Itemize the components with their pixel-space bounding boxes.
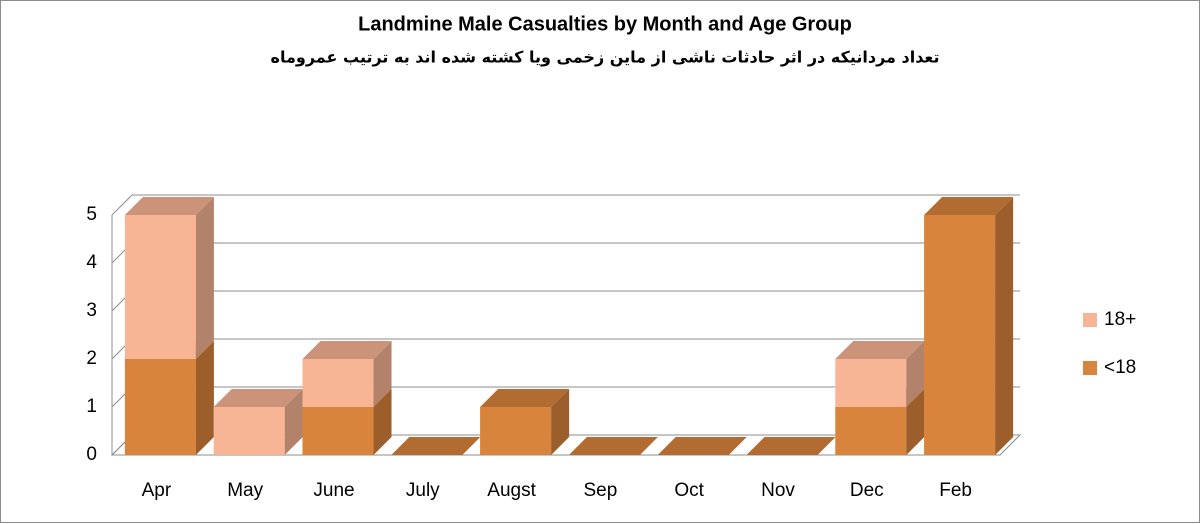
bar-side bbox=[195, 197, 214, 359]
chart-title: Landmine Male Casualties by Month and Ag… bbox=[358, 13, 852, 35]
bar bbox=[924, 215, 996, 455]
legend-label: <18 bbox=[1104, 357, 1136, 378]
x-tick-label: May bbox=[227, 480, 263, 501]
bar-side bbox=[373, 389, 392, 455]
bar bbox=[302, 359, 374, 407]
chart-subtitle: تعداد مردانیکه در اثر حادثات ناشی از مای… bbox=[271, 48, 940, 67]
bar-top bbox=[568, 437, 658, 455]
bar bbox=[835, 359, 907, 407]
bar bbox=[124, 215, 196, 359]
x-tick-label: June bbox=[313, 480, 354, 501]
bar-side bbox=[195, 341, 214, 455]
bar bbox=[480, 407, 552, 455]
bar-side bbox=[551, 389, 570, 455]
legend-swatch bbox=[1083, 361, 1097, 375]
x-tick-label: Oct bbox=[674, 480, 704, 501]
bar-top bbox=[480, 389, 570, 407]
y-tick-label: 5 bbox=[86, 204, 97, 225]
x-tick-label: Apr bbox=[142, 480, 172, 501]
y-tick-label: 4 bbox=[86, 252, 97, 273]
y-tick-label: 0 bbox=[86, 444, 97, 465]
bar-top bbox=[835, 341, 925, 359]
grid-line-side bbox=[111, 194, 133, 216]
y-tick-label: 1 bbox=[86, 396, 97, 417]
bar-top bbox=[302, 341, 392, 359]
bar-top bbox=[213, 389, 303, 407]
bar-top bbox=[657, 437, 747, 455]
x-tick-label: Nov bbox=[761, 480, 795, 501]
y-tick-label: 3 bbox=[86, 300, 97, 321]
bar-top bbox=[924, 197, 1014, 215]
bar-side bbox=[373, 341, 392, 407]
bar-side bbox=[995, 197, 1014, 455]
y-tick-label: 2 bbox=[86, 348, 97, 369]
bar bbox=[213, 407, 285, 455]
bar-top bbox=[391, 437, 481, 455]
bar-side bbox=[906, 389, 925, 455]
legend-label: 18+ bbox=[1104, 309, 1136, 330]
bar bbox=[124, 359, 196, 455]
x-tick-label: July bbox=[406, 480, 440, 501]
x-tick-label: Augst bbox=[487, 480, 536, 501]
x-tick-label: Sep bbox=[583, 480, 617, 501]
bar-side bbox=[906, 341, 925, 407]
bar bbox=[835, 407, 907, 455]
legend-swatch bbox=[1083, 313, 1097, 327]
bar-top bbox=[124, 197, 214, 215]
x-tick-label: Feb bbox=[939, 480, 972, 501]
bar-top bbox=[746, 437, 836, 455]
bar-side bbox=[284, 389, 303, 455]
x-tick-label: Dec bbox=[850, 480, 884, 501]
bar bbox=[302, 407, 374, 455]
